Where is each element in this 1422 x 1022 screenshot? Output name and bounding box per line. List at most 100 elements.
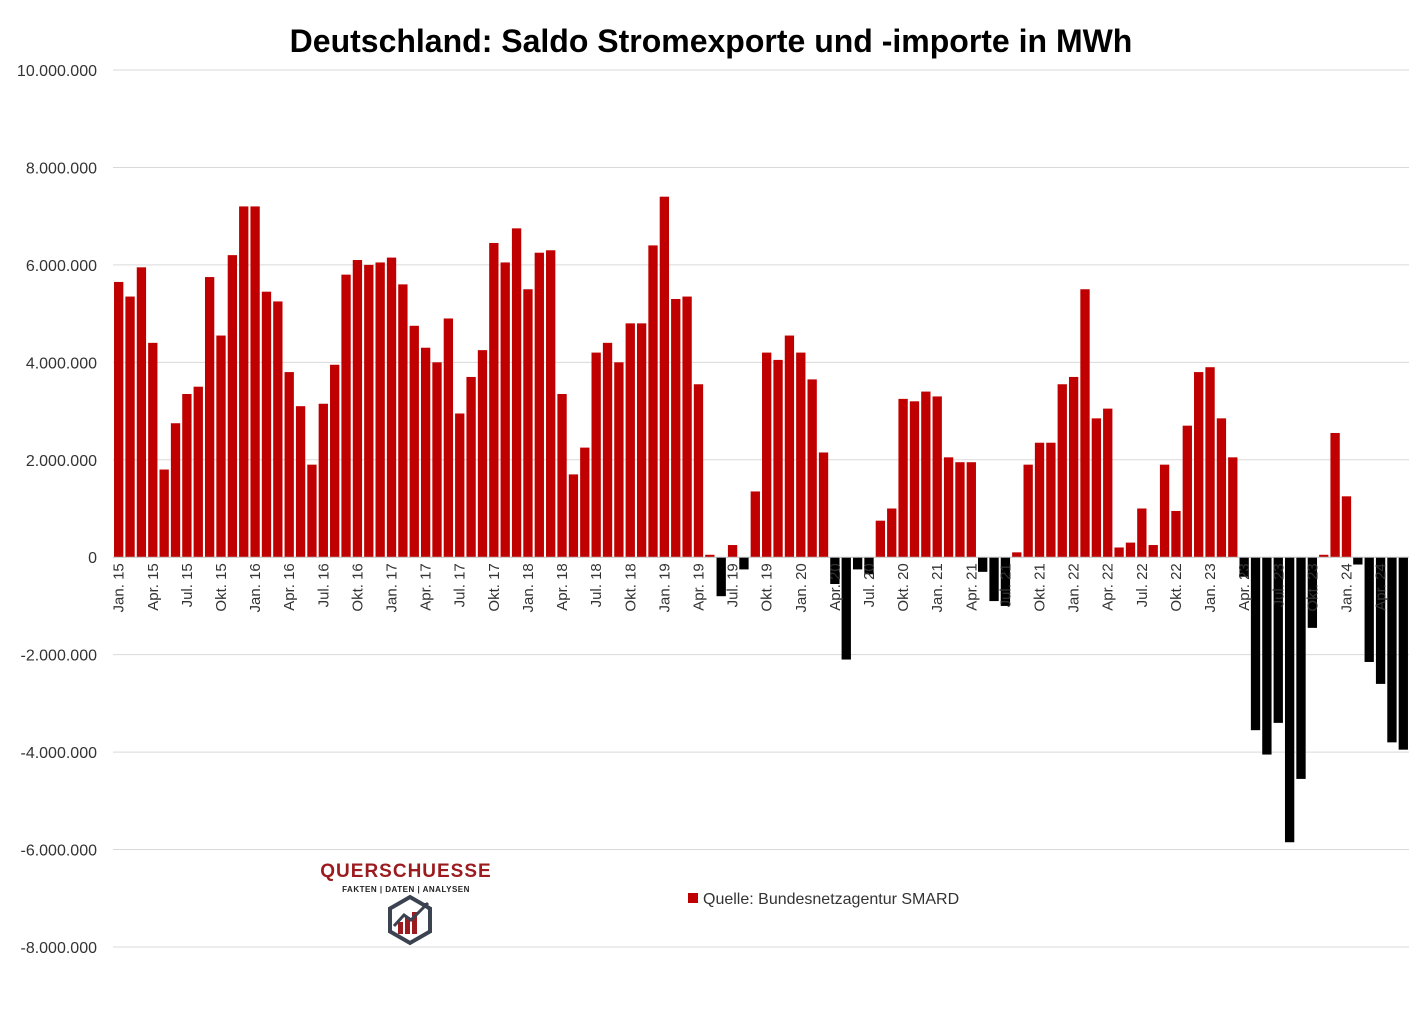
y-tick-label: 4.000.000 <box>26 355 97 372</box>
bar <box>671 298 681 558</box>
bar <box>602 342 613 558</box>
x-tick-label: Jul. 22 <box>1134 563 1151 607</box>
x-tick-label: Apr. 19 <box>690 563 707 611</box>
bar <box>307 464 317 558</box>
x-tick-label: Apr. 18 <box>554 563 571 611</box>
bar <box>455 413 465 558</box>
bar <box>477 350 488 558</box>
bar <box>1046 442 1056 558</box>
bar <box>420 347 431 558</box>
bar <box>239 206 249 558</box>
bar <box>386 257 397 558</box>
bar <box>330 364 340 558</box>
bar <box>716 557 726 597</box>
bar <box>921 391 931 558</box>
bar <box>261 291 272 558</box>
bar <box>909 401 920 558</box>
bar <box>250 206 260 558</box>
bar <box>875 520 886 558</box>
bar <box>773 359 783 558</box>
x-tick-label: Jul. 20 <box>861 563 878 607</box>
bar <box>1341 496 1352 558</box>
bar <box>898 398 908 558</box>
bar <box>943 457 954 558</box>
x-tick-label: Jul. 19 <box>725 563 742 607</box>
y-tick-label: 6.000.000 <box>26 258 97 275</box>
x-tick-label: Jul. 18 <box>588 563 605 607</box>
bar <box>375 262 385 558</box>
x-tick-label: Jan. 22 <box>1066 563 1083 612</box>
logo-mark-icon <box>388 894 432 946</box>
x-tick-label: Okt. 15 <box>213 563 230 611</box>
bar <box>1296 557 1306 779</box>
bar <box>216 335 226 558</box>
bar <box>1194 372 1204 558</box>
bar <box>1114 547 1124 558</box>
x-tick-label: Jan. 21 <box>929 563 946 612</box>
x-tick-label: Jan. 20 <box>793 563 810 612</box>
y-tick-label: 8.000.000 <box>26 160 97 177</box>
chart-title: Deutschland: Saldo Stromexporte und -imp… <box>290 23 1133 59</box>
bar <box>1205 367 1215 558</box>
x-tick-label: Okt. 19 <box>759 563 776 611</box>
bar <box>295 406 306 558</box>
bar <box>1398 557 1408 750</box>
bar <box>273 301 283 558</box>
bar <box>1216 418 1227 558</box>
bar <box>1239 557 1249 577</box>
bar <box>1159 464 1170 558</box>
bar <box>682 296 692 558</box>
legend-label: Quelle: Bundesnetzagentur SMARD <box>703 891 959 908</box>
bar <box>1319 554 1329 558</box>
bar <box>693 384 704 558</box>
x-tick-label: Apr. 16 <box>281 563 298 611</box>
bar <box>1091 418 1102 558</box>
bar <box>739 557 749 570</box>
bar <box>341 274 351 558</box>
bar <box>1137 508 1147 558</box>
bar <box>887 508 897 558</box>
bar <box>1250 557 1261 731</box>
bar <box>1330 432 1340 558</box>
y-tick-label: -8.000.000 <box>20 940 97 957</box>
querschuesse-logo: QUERSCHUESSE FAKTEN | DATEN | ANALYSEN <box>320 861 491 946</box>
x-tick-label: Jul. 15 <box>179 563 196 607</box>
x-tick-label: Jan. 16 <box>247 563 264 612</box>
x-tick-label: Apr. 21 <box>963 563 980 611</box>
bar <box>966 462 976 558</box>
x-tick-label: Okt. 20 <box>895 563 912 611</box>
bar <box>1125 542 1136 558</box>
bar <box>1307 557 1318 628</box>
bar <box>978 557 988 572</box>
x-tick-label: Jan. 19 <box>656 563 673 612</box>
x-tick-label: Apr. 23 <box>1236 563 1253 611</box>
bar <box>1068 376 1079 558</box>
bar <box>466 376 476 558</box>
x-tick-label: Jan. 24 <box>1338 563 1355 612</box>
x-tick-label: Apr. 22 <box>1100 563 1117 611</box>
bar <box>1284 557 1295 843</box>
logo-name: QUERSCHUESSE <box>320 861 491 882</box>
bar <box>841 557 851 660</box>
y-tick-label: -4.000.000 <box>20 745 97 762</box>
bar <box>318 403 328 558</box>
x-tick-label: Jan. 15 <box>111 563 128 612</box>
bar <box>1387 557 1397 743</box>
x-tick-label: Apr. 17 <box>418 563 435 611</box>
x-tick-label: Jan. 17 <box>384 563 401 612</box>
bar <box>148 342 158 558</box>
bar <box>796 352 806 558</box>
bar <box>1171 510 1181 558</box>
y-axis-ticks: 10.000.000 8.000.000 6.000.000 4.000.000 2.0… <box>17 63 97 957</box>
bar <box>762 352 772 558</box>
legend-swatch <box>688 893 698 903</box>
bar <box>432 362 442 558</box>
bar <box>398 284 408 558</box>
bar <box>727 545 738 558</box>
bar <box>1012 552 1022 558</box>
bar <box>591 352 601 558</box>
bar <box>659 196 670 558</box>
bar <box>409 325 419 558</box>
x-axis-ticks: Jan. 15 Apr. 15 Jul. 15 Okt. 15 Jan. 16 Apr. … <box>111 563 1390 612</box>
bar <box>705 554 715 558</box>
